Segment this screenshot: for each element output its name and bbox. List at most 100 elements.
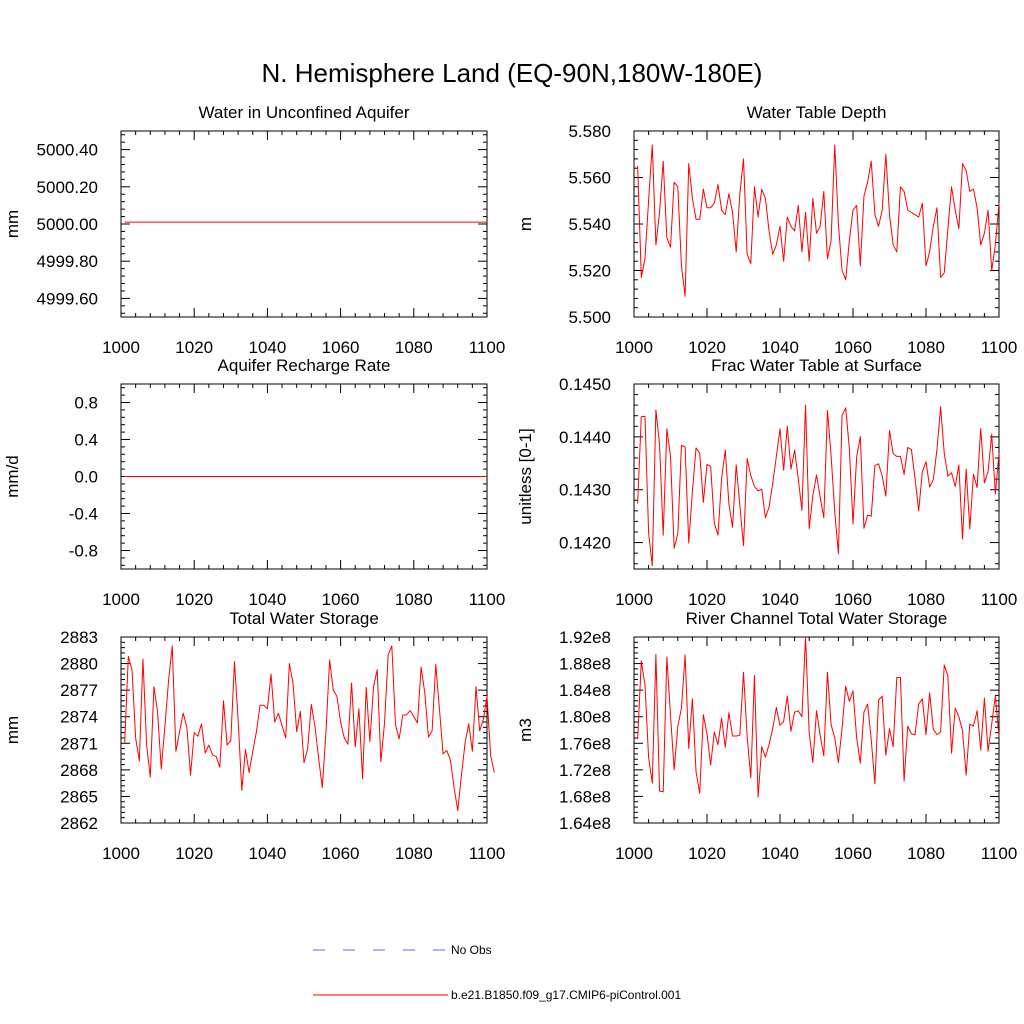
y-tick-label: 2862 [60, 814, 98, 833]
x-tick-label: 1080 [395, 338, 433, 357]
x-tick-label: 1060 [834, 338, 872, 357]
y-tick-label: 4999.60 [37, 289, 98, 308]
y-tick-label: 5000.40 [37, 141, 98, 160]
x-tick-label: 1100 [981, 590, 1018, 609]
data-series-line [637, 636, 1000, 798]
y-axis-label: m [516, 217, 535, 231]
y-tick-label: 5.520 [568, 262, 611, 281]
x-tick-label: 1080 [907, 590, 945, 609]
x-tick-label: 1100 [981, 338, 1018, 357]
x-tick-label: 1000 [615, 590, 653, 609]
y-axis-label: unitless [0-1] [516, 428, 535, 524]
x-tick-label: 1040 [248, 338, 286, 357]
y-tick-label: 0.0 [74, 468, 98, 487]
data-series-line [124, 645, 495, 812]
legend: No Obs b.e21.B1850.f09_g17.CMIP6-piContr… [313, 943, 681, 1002]
y-tick-label: 1.72e8 [559, 761, 611, 780]
y-tick-label: 0.1420 [559, 534, 611, 553]
chart-panel-3: Aquifer Recharge Rate mm/d 1000 1020 1040 106… [3, 356, 505, 609]
x-tick-label: 1100 [469, 844, 506, 863]
chart-panel-5: Total Water Storage mm 1000 1020 1040 1060 108… [3, 609, 505, 863]
x-tick-label: 1040 [761, 338, 799, 357]
y-tick-label: 5.540 [568, 215, 611, 234]
x-tick-label: 1040 [761, 590, 799, 609]
y-tick-label: 1.64e8 [559, 814, 611, 833]
x-tick-label: 1000 [615, 338, 653, 357]
y-axis-label: mm [3, 716, 22, 744]
y-tick-label: 1.84e8 [559, 681, 611, 700]
x-tick-label: 1040 [248, 844, 286, 863]
x-tick-label: 1020 [688, 338, 726, 357]
x-tick-label: 1040 [761, 844, 799, 863]
x-tick-label: 1000 [102, 590, 140, 609]
y-tick-label: 1.68e8 [559, 787, 611, 806]
plot-frame [633, 383, 1000, 570]
panel-title: Water Table Depth [747, 103, 887, 122]
x-tick-label: 1020 [175, 844, 213, 863]
panel-title: Total Water Storage [229, 609, 379, 628]
y-axis-label: mm [3, 210, 22, 238]
plot-frame [120, 636, 488, 824]
y-tick-label: 2883 [60, 628, 98, 647]
chart-panel-2: Water Table Depth m 1000 1020 1040 1060 1080 11… [516, 103, 1017, 357]
y-tick-label: 2880 [60, 655, 98, 674]
y-tick-label: 0.1430 [559, 481, 611, 500]
y-tick-label: -0.8 [69, 542, 98, 561]
y-tick-label: 5.560 [568, 169, 611, 188]
y-tick-label: 1.76e8 [559, 734, 611, 753]
panels: Water in Unconfined Aquifer mm 1000 1020 104… [3, 103, 1017, 863]
x-tick-label: 1000 [102, 844, 140, 863]
x-tick-label: 1000 [102, 338, 140, 357]
panel-title: Frac Water Table at Surface [711, 356, 922, 375]
chart-panel-4: Frac Water Table at Surface unitless [0-1… [516, 356, 1017, 609]
y-tick-label: 0.1440 [559, 428, 611, 447]
y-tick-label: 4999.80 [37, 252, 98, 271]
y-tick-label: 5.580 [568, 122, 611, 141]
x-tick-label: 1080 [907, 844, 945, 863]
figure-title: N. Hemisphere Land (EQ-90N,180W-180E) [262, 58, 763, 88]
y-tick-label: 5000.00 [37, 215, 98, 234]
y-tick-label: -0.4 [69, 505, 98, 524]
x-tick-label: 1040 [248, 590, 286, 609]
panel-title: Aquifer Recharge Rate [218, 356, 391, 375]
panel-title: Water in Unconfined Aquifer [198, 103, 409, 122]
legend-model-label: b.e21.B1850.f09_g17.CMIP6-piControl.001 [451, 988, 681, 1002]
y-tick-label: 2877 [60, 681, 98, 700]
x-tick-label: 1080 [395, 590, 433, 609]
y-tick-label: 2871 [60, 734, 98, 753]
y-tick-label: 0.1450 [559, 375, 611, 394]
y-tick-label: 2868 [60, 761, 98, 780]
y-tick-label: 0.4 [74, 431, 98, 450]
x-tick-label: 1020 [175, 338, 213, 357]
y-tick-label: 1.80e8 [559, 708, 611, 727]
y-tick-label: 1.92e8 [559, 628, 611, 647]
x-tick-label: 1060 [322, 844, 360, 863]
plot-frame [120, 130, 488, 318]
x-tick-label: 1020 [175, 590, 213, 609]
data-series-line [637, 404, 1000, 567]
y-tick-label: 2865 [60, 787, 98, 806]
x-tick-label: 1080 [395, 844, 433, 863]
x-tick-label: 1020 [688, 590, 726, 609]
y-tick-label: 5000.20 [37, 178, 98, 197]
y-tick-label: 5.500 [568, 308, 611, 327]
x-tick-label: 1080 [907, 338, 945, 357]
x-tick-label: 1060 [834, 590, 872, 609]
legend-obs-label: No Obs [451, 943, 492, 957]
x-tick-label: 1020 [688, 844, 726, 863]
x-tick-label: 1000 [615, 844, 653, 863]
x-tick-label: 1060 [322, 338, 360, 357]
x-tick-label: 1100 [469, 590, 506, 609]
chart-panel-1: Water in Unconfined Aquifer mm 1000 1020 104… [3, 103, 505, 357]
x-tick-label: 1100 [981, 844, 1018, 863]
y-tick-label: 1.88e8 [559, 655, 611, 674]
y-axis-label: mm/d [3, 455, 22, 498]
x-tick-label: 1060 [322, 590, 360, 609]
y-tick-label: 0.8 [74, 394, 98, 413]
plot-frame [633, 130, 1000, 318]
panel-title: River Channel Total Water Storage [686, 609, 948, 628]
y-axis-label: m3 [516, 718, 535, 742]
x-tick-label: 1100 [469, 338, 506, 357]
x-tick-label: 1060 [834, 844, 872, 863]
